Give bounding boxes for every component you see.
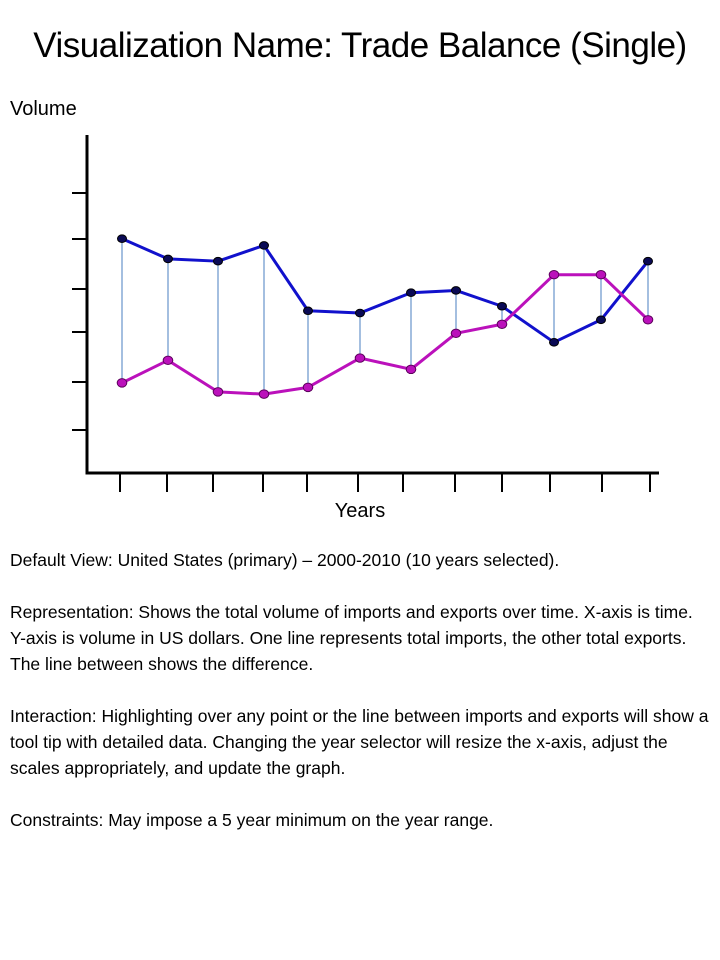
- x-axis-label: Years: [0, 500, 720, 523]
- data-point-series-1: [259, 241, 269, 250]
- data-point-series-1: [355, 308, 365, 318]
- data-point-series-1: [549, 338, 559, 347]
- data-point-series-2: [258, 389, 270, 399]
- data-point-series-2: [302, 382, 314, 393]
- series-line-2: [121, 273, 650, 396]
- data-point-series-2: [212, 387, 224, 397]
- data-point-series-2: [548, 270, 560, 280]
- data-point-series-2: [642, 315, 654, 325]
- data-point-series-2: [354, 353, 366, 363]
- data-point-series-1: [451, 286, 461, 295]
- y-axis-label: Volume: [10, 98, 77, 120]
- data-point-series-1: [406, 288, 416, 298]
- x-axis-label-text: Years: [334, 500, 386, 522]
- chart-axes: [72, 135, 659, 492]
- page-title: Visualization Name: Trade Balance (Singl…: [33, 26, 687, 65]
- series-points: [116, 234, 654, 399]
- data-point-series-1: [596, 315, 606, 325]
- difference-lines: [121, 238, 649, 395]
- data-point-series-1: [117, 234, 127, 243]
- data-point-series-1: [213, 256, 223, 266]
- data-point-series-2: [162, 355, 174, 366]
- data-point-series-2: [496, 319, 508, 329]
- data-point-series-1: [303, 306, 313, 316]
- interaction-text: Interaction: Highlighting over any point…: [10, 706, 709, 778]
- data-point-series-1: [497, 301, 507, 311]
- description: Default View: United States (primary) – …: [10, 547, 710, 859]
- trade-balance-chart: [72, 135, 659, 492]
- data-point-series-1: [163, 254, 173, 264]
- data-point-series-2: [450, 328, 462, 338]
- data-point-series-2: [595, 270, 607, 280]
- data-point-series-2: [116, 378, 128, 388]
- series-line-1: [121, 237, 650, 344]
- default-view-text: Default View: United States (primary) – …: [10, 550, 560, 570]
- constraints-text: Constraints: May impose a 5 year minimum…: [10, 810, 494, 830]
- data-point-series-1: [643, 256, 653, 266]
- representation-text: Representation: Shows the total volume o…: [10, 602, 693, 674]
- data-point-series-2: [405, 364, 417, 375]
- series-lines: [121, 237, 650, 396]
